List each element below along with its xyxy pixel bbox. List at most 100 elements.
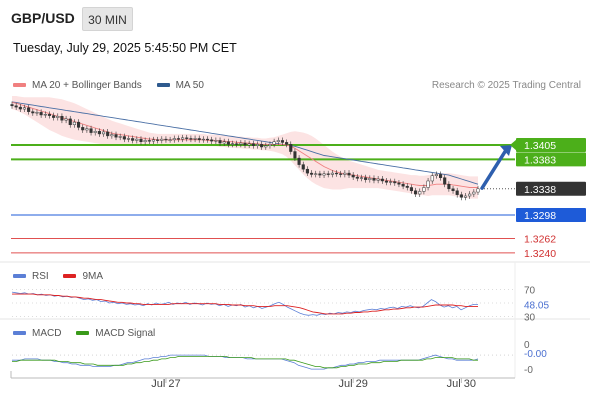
candle-body <box>422 187 426 192</box>
candle-body <box>101 131 106 135</box>
level-label-1.3298: 1.3298 <box>524 210 556 222</box>
level-label-1.3262: 1.3262 <box>524 233 556 245</box>
level-label-1.3405-bg <box>516 138 586 153</box>
candle-body <box>409 187 413 192</box>
level-label-1.3240: 1.3240 <box>524 248 556 260</box>
candle-body <box>18 106 22 110</box>
candle-body <box>426 180 430 188</box>
candle-body <box>368 178 372 180</box>
rsi-tick-70: 70 <box>524 285 536 296</box>
level-label-1.3405: 1.3405 <box>524 140 556 152</box>
candle-body <box>147 140 151 142</box>
candle-body <box>135 138 139 141</box>
candle-body <box>164 138 168 141</box>
ma20-swatch <box>13 83 26 88</box>
macd-tick-top: 0 <box>524 340 530 351</box>
timeframe-button[interactable]: 30 MIN <box>82 7 133 31</box>
candle-body <box>372 178 376 181</box>
x-tick-label: Jul 29 <box>338 378 367 390</box>
candle-body <box>330 172 334 175</box>
candle-body <box>64 118 68 121</box>
legend-ma50-label: MA 50 <box>175 80 204 91</box>
price-legend: MA 20 + Bollinger Bands MA 50 <box>13 80 216 91</box>
candle-body <box>376 178 380 181</box>
symbol-title: GBP/USD <box>11 10 75 26</box>
rsi-swatch <box>13 274 26 279</box>
candle-body <box>347 172 351 176</box>
candle-body <box>22 107 27 110</box>
candle-body <box>27 107 31 112</box>
candle-body <box>397 182 401 185</box>
candle-body <box>122 136 126 140</box>
candle-body <box>264 145 268 148</box>
candle-body <box>455 190 459 195</box>
candle-body <box>239 142 243 145</box>
candle-body <box>85 128 89 131</box>
candle-body <box>185 137 189 139</box>
candle-body <box>151 139 156 142</box>
candle-body <box>272 141 276 145</box>
candle-body <box>401 183 405 187</box>
ma50-swatch <box>156 83 170 88</box>
legend-rsi-ma: 9MA <box>63 271 103 282</box>
candle-body <box>310 172 314 175</box>
candle-body <box>14 105 18 108</box>
candle-body <box>472 191 476 195</box>
legend-macd-signal-label: MACD Signal <box>95 328 156 339</box>
rsi-ma-swatch <box>63 274 77 279</box>
candle-body <box>118 136 122 138</box>
current-price-label-bg <box>516 181 586 196</box>
legend-macd-label: MACD <box>32 328 62 339</box>
candle-body <box>305 168 309 174</box>
rsi-legend: RSI 9MA <box>13 271 115 282</box>
candle-body <box>393 181 397 184</box>
candle-body <box>439 174 443 178</box>
candle-body <box>68 118 72 126</box>
candle-body <box>72 121 76 126</box>
candle-body <box>280 140 284 143</box>
candle-body <box>434 174 438 176</box>
candle-body <box>339 173 343 175</box>
candle-body <box>110 134 114 137</box>
candle-body <box>89 128 93 133</box>
candle-body <box>255 144 260 146</box>
candle-body <box>31 111 35 114</box>
chart-header: GBP/USD 30 MIN <box>0 0 590 36</box>
x-tick-label: Jul 27 <box>151 378 180 390</box>
macd-current-value: -0.00 <box>524 349 547 360</box>
candle-body <box>414 190 418 195</box>
candle-body <box>247 143 251 146</box>
candle-body <box>276 140 280 142</box>
candle-body <box>114 134 118 138</box>
candle-body <box>322 173 326 176</box>
candle-body <box>181 137 185 140</box>
level-label-1.3383: 1.3383 <box>524 154 556 166</box>
candle-body <box>463 195 468 198</box>
rsi-line <box>11 291 478 316</box>
candle-body <box>126 138 131 140</box>
candle-body <box>443 177 447 185</box>
candle-body <box>210 139 214 142</box>
candle-body <box>476 188 480 193</box>
candle-body <box>289 144 293 152</box>
candle-body <box>193 138 197 140</box>
level-label-1.3298-bg <box>516 207 586 222</box>
candle-body <box>314 173 318 175</box>
candle-body <box>243 142 247 146</box>
ma50-line <box>11 101 479 185</box>
candle-body <box>326 173 330 175</box>
candle-body <box>197 138 201 141</box>
rsi-current-value: 48.05 <box>524 300 549 311</box>
candle-body <box>355 176 359 179</box>
candle-body <box>459 194 463 198</box>
level-label-1.3383-bg <box>516 152 586 167</box>
macd-swatch <box>13 331 26 336</box>
candle-body <box>405 185 409 188</box>
legend-ma50: MA 50 <box>156 80 204 91</box>
candle-body <box>172 138 176 141</box>
candle-body <box>430 175 434 182</box>
candle-body <box>156 139 160 141</box>
candle-body <box>384 180 389 183</box>
forecast-arrow-head <box>500 145 512 157</box>
